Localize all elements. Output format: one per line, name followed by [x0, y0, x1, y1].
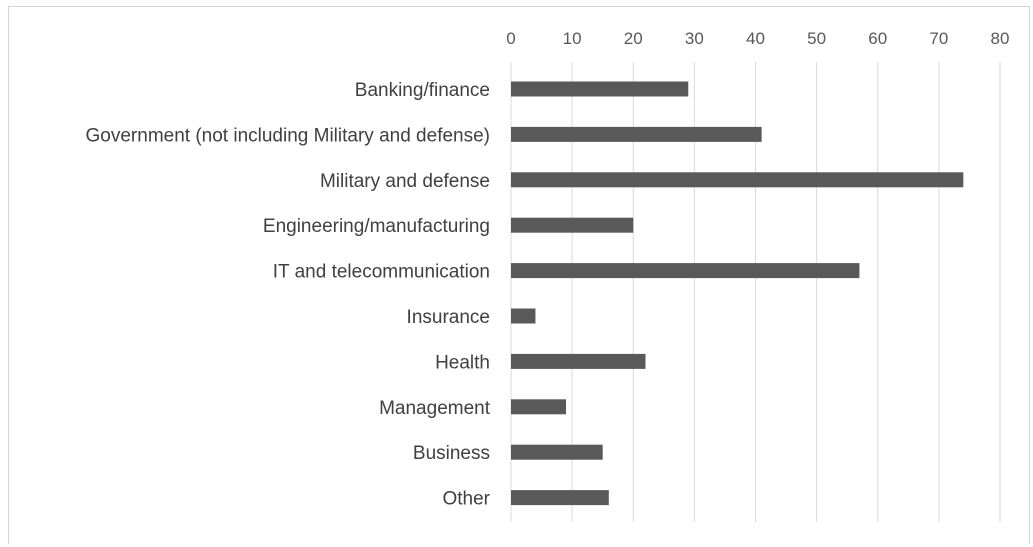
category-label: Banking/finance — [355, 80, 490, 101]
bar — [511, 217, 634, 233]
chart-frame — [8, 6, 1030, 544]
x-tick-label: 0 — [506, 29, 515, 48]
x-tick-label: 30 — [685, 29, 704, 48]
category-label: Management — [379, 398, 491, 419]
x-tick-label: 50 — [807, 29, 826, 48]
bar — [511, 444, 603, 460]
category-label: Insurance — [407, 307, 490, 328]
category-label: Government (not including Military and d… — [86, 125, 490, 146]
x-tick-label: 80 — [991, 29, 1010, 48]
x-tick-label: 10 — [563, 29, 582, 48]
category-label: Engineering/manufacturing — [263, 216, 490, 237]
x-tick-label: 40 — [746, 29, 765, 48]
x-axis-ticks: 0 10 20 30 40 50 60 70 80 — [506, 29, 1009, 48]
category-label: Health — [435, 352, 490, 373]
category-label: Business — [413, 443, 490, 464]
bar — [511, 172, 964, 188]
bars — [511, 81, 964, 506]
x-tick-label: 70 — [929, 29, 948, 48]
category-labels: Banking/finance Government (not including… — [86, 80, 491, 510]
category-label: IT and telecommunication — [273, 262, 490, 283]
x-tick-label: 20 — [624, 29, 643, 48]
bar — [511, 126, 762, 142]
bar — [511, 308, 536, 324]
bar — [511, 490, 609, 506]
bar — [511, 81, 689, 97]
x-tick-label: 60 — [868, 29, 887, 48]
bar — [511, 399, 567, 415]
bar — [511, 353, 646, 369]
category-label: Military and defense — [320, 171, 490, 192]
bar — [511, 263, 860, 279]
category-label: Other — [442, 489, 490, 510]
